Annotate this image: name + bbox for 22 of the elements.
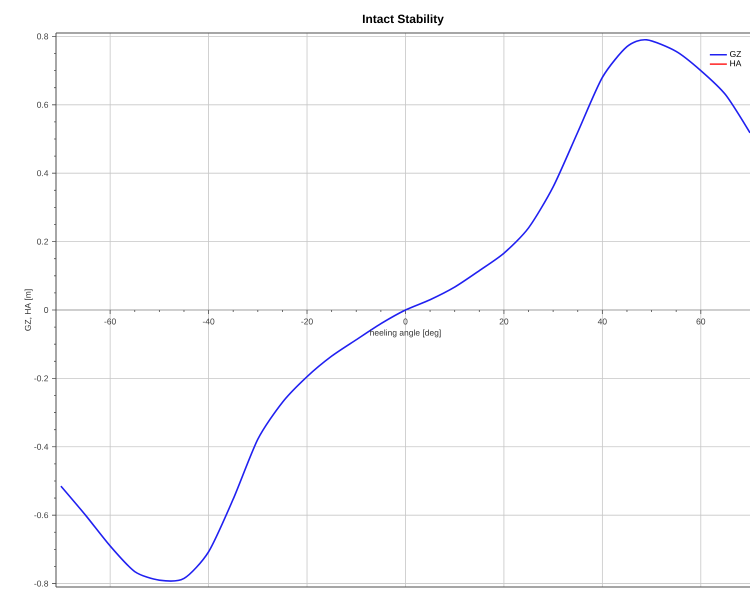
legend-label: HA bbox=[730, 60, 742, 66]
x-tick-label: 40 bbox=[598, 318, 607, 324]
y-tick-label: -0.4 bbox=[34, 444, 48, 450]
y-tick-label: 0.8 bbox=[37, 33, 48, 40]
x-tick-label: -20 bbox=[301, 318, 313, 324]
legend-label: GZ bbox=[730, 51, 742, 58]
line-series bbox=[60, 39, 750, 582]
y-tick-label: 0.4 bbox=[37, 170, 48, 176]
x-tick-label: -40 bbox=[202, 318, 214, 324]
y-tick-label: 0.6 bbox=[37, 102, 48, 108]
x-tick-label: -60 bbox=[104, 318, 116, 324]
chart-title: Intact Stability bbox=[362, 14, 444, 26]
y-tick-label: 0 bbox=[44, 307, 48, 313]
x-tick-label: 0 bbox=[403, 318, 408, 324]
x-tick-label: 20 bbox=[500, 318, 508, 324]
x-tick-label: 60 bbox=[696, 318, 706, 324]
x-axis-title: heeling angle [deg] bbox=[370, 329, 441, 338]
y-axis-title: GZ, HA [m] bbox=[24, 289, 33, 331]
y-tick-label: -0.8 bbox=[34, 580, 48, 587]
y-tick-label: -0.6 bbox=[34, 512, 48, 518]
y-tick-label: 0.2 bbox=[37, 238, 48, 245]
y-tick-label: -0.2 bbox=[34, 375, 48, 382]
